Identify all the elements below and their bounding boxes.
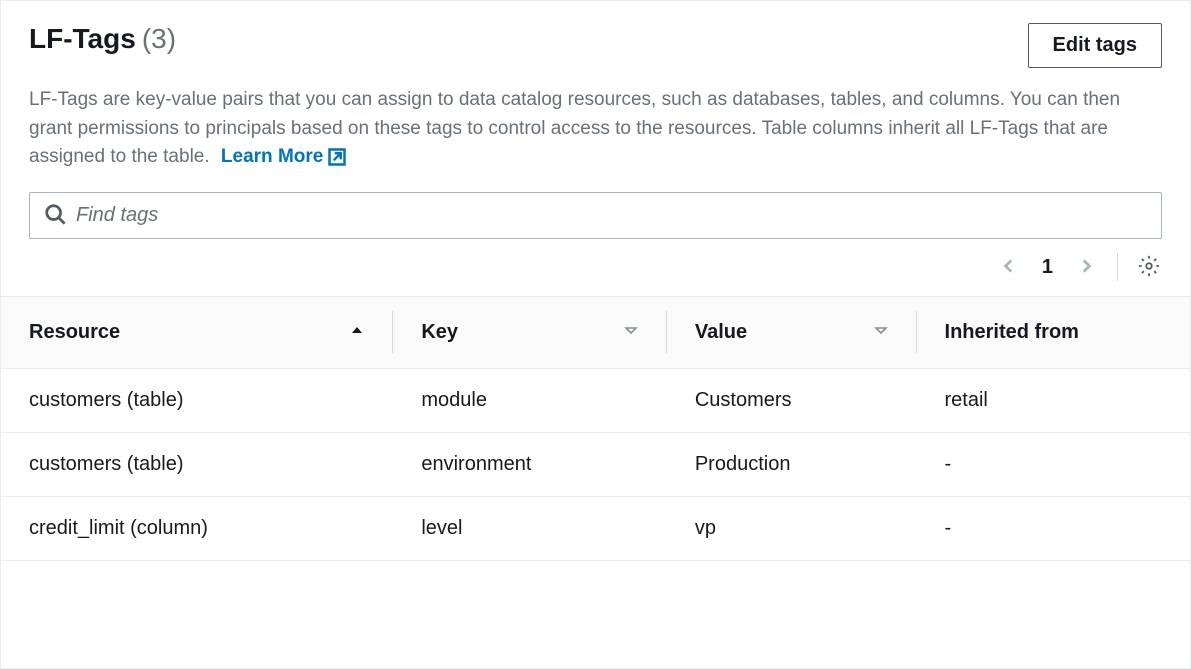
title-group: LF-Tags (3) [29,23,176,55]
description-text: LF-Tags are key-value pairs that you can… [29,89,1120,167]
cell-resource: credit_limit (column) [1,496,393,560]
table-row: customers (table) environment Production… [1,432,1190,496]
prev-page-button[interactable] [996,253,1022,282]
gear-icon [1138,265,1160,280]
cell-resource: customers (table) [1,432,393,496]
search-icon [44,203,66,228]
panel-count: (3) [142,23,176,55]
vertical-divider [1117,253,1118,281]
sort-none-icon [623,321,639,344]
learn-more-label: Learn More [221,143,323,172]
cell-value: Customers [667,368,917,432]
cell-inherited-link[interactable]: retail [917,368,1190,432]
cell-value: vp [667,496,917,560]
table-body: customers (table) module Customers retai… [1,368,1190,560]
next-page-button[interactable] [1073,253,1099,282]
cell-inherited: - [917,432,1190,496]
sort-asc-icon [349,321,365,344]
table-row: customers (table) module Customers retai… [1,368,1190,432]
tags-table: Resource Key [1,296,1190,561]
header-row: LF-Tags (3) Edit tags [29,23,1162,68]
col-header-value[interactable]: Value [667,296,917,368]
cell-value: Production [667,432,917,496]
search-box[interactable] [29,192,1162,239]
cell-resource: customers (table) [1,368,393,432]
cell-key: module [393,368,666,432]
chevron-left-icon [1000,263,1018,278]
chevron-right-icon [1077,263,1095,278]
col-label: Inherited from [945,321,1162,344]
lf-tags-panel: LF-Tags (3) Edit tags LF-Tags are key-va… [0,0,1191,669]
col-header-resource[interactable]: Resource [1,296,393,368]
edit-tags-button[interactable]: Edit tags [1028,23,1162,68]
col-header-key[interactable]: Key [393,296,666,368]
col-label: Key [421,321,614,344]
page-number: 1 [1042,256,1053,279]
external-link-icon [327,147,347,167]
table-header-row: Resource Key [1,296,1190,368]
col-label: Value [695,321,865,344]
table-row: credit_limit (column) level vp - [1,496,1190,560]
panel-header: LF-Tags (3) Edit tags LF-Tags are key-va… [1,1,1190,172]
panel-description: LF-Tags are key-value pairs that you can… [29,86,1162,172]
col-label: Resource [29,321,341,344]
cell-key: environment [393,432,666,496]
col-header-inherited[interactable]: Inherited from [917,296,1190,368]
sort-none-icon [873,321,889,344]
search-input[interactable] [76,204,1147,227]
table-settings-button[interactable] [1136,253,1162,282]
cell-inherited: - [917,496,1190,560]
panel-title: LF-Tags [29,23,136,55]
cell-key: level [393,496,666,560]
search-row [1,172,1190,239]
pagination-row: 1 [1,239,1190,296]
pagination: 1 [996,253,1099,282]
learn-more-link[interactable]: Learn More [221,143,347,172]
